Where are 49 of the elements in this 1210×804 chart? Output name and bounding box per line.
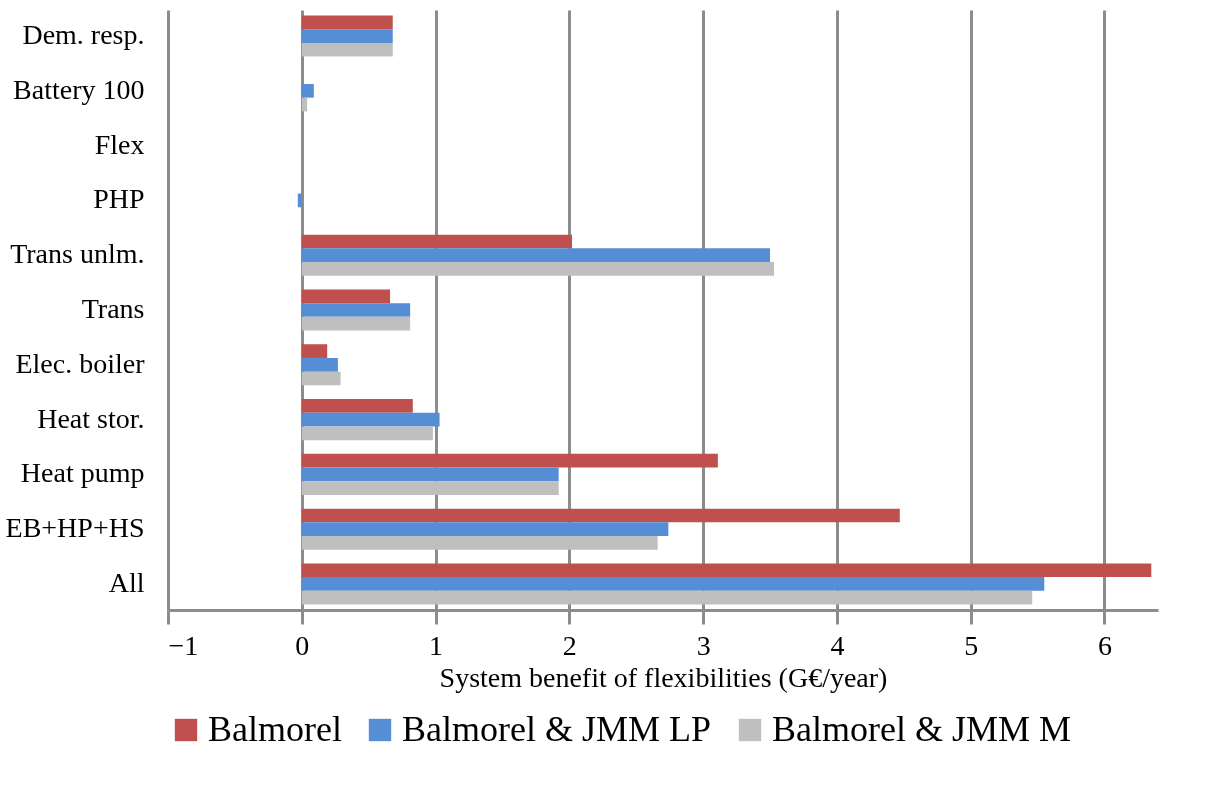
y-tick-label: EB+HP+HS: [5, 512, 145, 544]
bar: [301, 344, 328, 358]
y-tick-label: Battery 100: [13, 73, 145, 105]
legend-label: Balmorel: [208, 709, 342, 749]
bar: [301, 289, 391, 304]
bar: [301, 399, 413, 413]
y-tick-label: PHP: [93, 183, 145, 215]
x-tick-label: 6: [1097, 629, 1112, 661]
x-tick-label: 1: [429, 629, 444, 661]
bar: [301, 29, 393, 43]
bar: [301, 563, 1152, 578]
bar: [301, 522, 669, 537]
bar: [301, 262, 775, 276]
y-tick-label: Heat pump: [20, 457, 145, 489]
x-tick-label: 0: [295, 629, 310, 661]
y-tick-label: Flex: [94, 128, 145, 160]
bar: [301, 453, 718, 468]
x-tick-label: 5: [964, 629, 979, 661]
bar: [301, 481, 559, 495]
bar: [301, 577, 1045, 591]
bar: [301, 316, 411, 331]
bar: [301, 536, 658, 550]
legend-label: Balmorel & JMM M: [772, 709, 1072, 749]
bar: [301, 467, 559, 482]
x-tick-label: 2: [562, 629, 577, 661]
x-tick-label: 4: [830, 629, 845, 661]
x-tick-label: −1: [168, 629, 199, 661]
y-tick-label: Trans unlm.: [10, 238, 145, 270]
bar: [301, 412, 440, 427]
bar: [297, 193, 302, 208]
x-tick-label: 3: [696, 629, 711, 661]
y-tick-label: All: [108, 566, 145, 598]
bar: [301, 42, 393, 57]
bar: [301, 83, 314, 98]
x-axis-title: System benefit of flexibilities (G€/year): [439, 661, 888, 693]
y-tick-label: Heat stor.: [37, 402, 145, 434]
bar: [301, 590, 1033, 605]
y-tick-label: Trans: [81, 293, 145, 324]
bar: [301, 15, 393, 30]
bar: [301, 371, 341, 386]
bar: [301, 248, 771, 263]
bar: [301, 508, 900, 523]
y-tick-label: Elec. boiler: [15, 347, 146, 379]
bar: [301, 426, 433, 441]
bar: [301, 357, 338, 372]
legend-label: Balmorel & JMM LP: [402, 709, 712, 749]
y-tick-label: Dem. resp.: [22, 19, 145, 51]
bar: [301, 234, 573, 249]
bar: [301, 303, 411, 317]
